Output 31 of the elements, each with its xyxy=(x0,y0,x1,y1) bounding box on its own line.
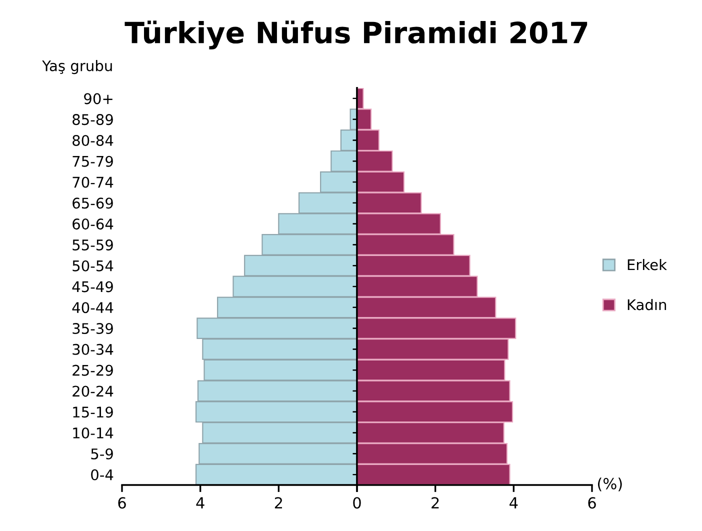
x-tick-label: 6 xyxy=(588,497,596,509)
y-tick-label: 55-59 xyxy=(72,239,113,250)
y-tick-label: 90+ xyxy=(84,93,112,104)
y-tick-label: 35-39 xyxy=(72,323,113,334)
x-tick-label: 2 xyxy=(432,497,439,508)
y-tick-label: 65-69 xyxy=(72,198,113,209)
y-tick-label: 30-34 xyxy=(72,344,114,355)
y-tick-label: 25-29 xyxy=(72,364,113,376)
x-tick-label: 2 xyxy=(274,497,282,508)
y-tick-label: 10-14 xyxy=(73,427,114,439)
x-axis-title: (%) xyxy=(598,478,622,492)
x-tick-label: 6 xyxy=(118,497,126,509)
y-axis-title: Yaş grubu xyxy=(42,60,112,74)
y-tick-label: 0-4 xyxy=(91,469,114,480)
y-tick-label: 70-74 xyxy=(72,176,114,188)
y-tick-label: 75-79 xyxy=(72,156,113,167)
legend-label: Erkek xyxy=(628,258,667,270)
y-tick-label: 45-49 xyxy=(72,281,113,292)
x-tick-label: 4 xyxy=(510,497,518,508)
legend-label: Kadın xyxy=(628,298,666,310)
x-tick-label: 0 xyxy=(353,497,361,509)
chart-title: Türkiye Nüfus Piramidi 2017 xyxy=(124,20,588,50)
y-tick-label: 20-24 xyxy=(72,386,114,397)
y-tick-label: 60-64 xyxy=(72,218,114,230)
y-tick-label: 80-84 xyxy=(72,134,114,146)
y-tick-label: 50-54 xyxy=(72,260,114,272)
y-tick-label: 15-19 xyxy=(73,406,113,418)
y-tick-label: 85-89 xyxy=(72,114,113,126)
y-tick-label: 40-44 xyxy=(72,302,114,314)
x-tick-label: 4 xyxy=(196,497,204,508)
y-tick-label: 5-9 xyxy=(91,448,113,460)
